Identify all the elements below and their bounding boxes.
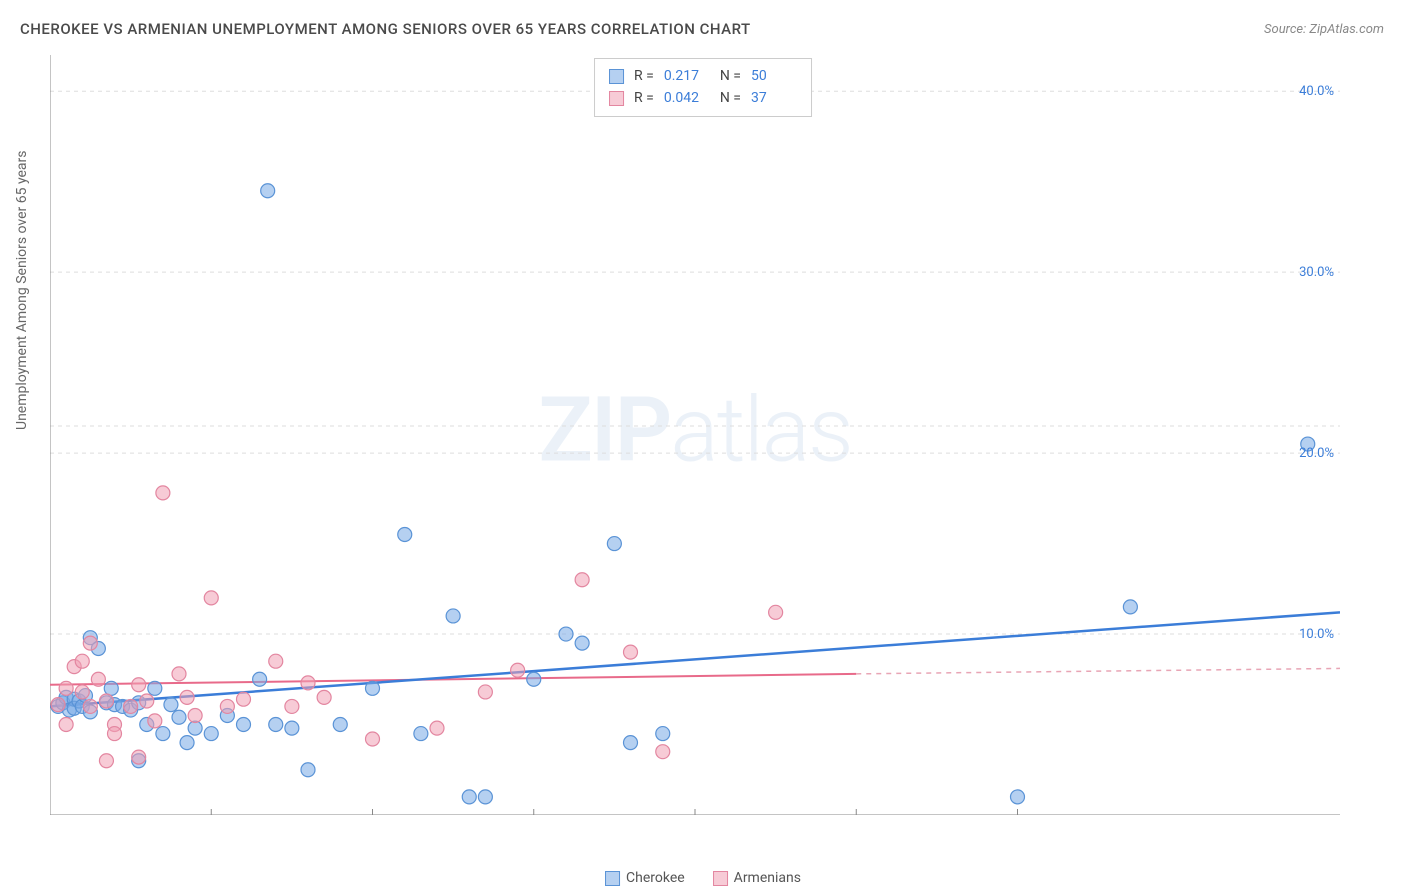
scatter-point-cherokee xyxy=(333,718,347,732)
scatter-point-armenians xyxy=(51,698,65,712)
trend-line-armenians xyxy=(50,674,856,685)
legend-label: Armenians xyxy=(734,870,801,886)
legend-label: Cherokee xyxy=(626,870,685,886)
scatter-point-cherokee xyxy=(188,721,202,735)
scatter-point-cherokee xyxy=(104,681,118,695)
scatter-point-cherokee xyxy=(1011,790,1025,804)
scatter-point-cherokee xyxy=(1123,600,1137,614)
scatter-point-armenians xyxy=(156,486,170,500)
scatter-point-armenians xyxy=(188,708,202,722)
source-attribution: Source: ZipAtlas.com xyxy=(1264,22,1384,37)
scatter-point-armenians xyxy=(769,605,783,619)
scatter-point-armenians xyxy=(75,685,89,699)
scatter-point-armenians xyxy=(59,681,73,695)
scatter-point-cherokee xyxy=(261,184,275,198)
scatter-point-armenians xyxy=(172,667,186,681)
scatter-point-cherokee xyxy=(164,698,178,712)
scatter-point-cherokee xyxy=(559,627,573,641)
scatter-point-cherokee xyxy=(462,790,476,804)
scatter-point-cherokee xyxy=(253,672,267,686)
scatter-point-cherokee xyxy=(527,672,541,686)
scatter-point-armenians xyxy=(285,699,299,713)
y-tick-label: 10.0% xyxy=(1299,627,1334,642)
scatter-point-cherokee xyxy=(398,528,412,542)
legend-swatch xyxy=(605,871,620,886)
legend-item: Cherokee xyxy=(605,870,685,886)
legend-item: Armenians xyxy=(713,870,801,886)
stats-n-label: N = xyxy=(720,65,741,87)
stats-r-label: R = xyxy=(634,87,654,109)
scatter-point-armenians xyxy=(430,721,444,735)
scatter-point-cherokee xyxy=(607,537,621,551)
scatter-point-armenians xyxy=(478,685,492,699)
y-tick-label: 40.0% xyxy=(1299,84,1334,99)
scatter-point-cherokee xyxy=(656,727,670,741)
stats-n-label: N = xyxy=(720,87,741,109)
trend-line-armenians-extrap xyxy=(856,668,1340,673)
scatter-point-cherokee xyxy=(156,727,170,741)
scatter-point-cherokee xyxy=(446,609,460,623)
scatter-point-armenians xyxy=(91,672,105,686)
stats-r-value: 0.042 xyxy=(664,87,710,109)
scatter-point-cherokee xyxy=(148,681,162,695)
stats-n-value: 37 xyxy=(751,87,797,109)
y-tick-label: 20.0% xyxy=(1299,446,1334,461)
chart-container: CHEROKEE VS ARMENIAN UNEMPLOYMENT AMONG … xyxy=(0,0,1406,892)
scatter-point-cherokee xyxy=(478,790,492,804)
scatter-point-cherokee xyxy=(269,718,283,732)
scatter-point-cherokee xyxy=(366,681,380,695)
scatter-point-cherokee xyxy=(204,727,218,741)
y-tick-label: 30.0% xyxy=(1299,265,1334,280)
y-axis-label: Unemployment Among Seniors over 65 years xyxy=(14,151,30,431)
scatter-point-cherokee xyxy=(414,727,428,741)
stats-row: R = 0.217 N = 50 xyxy=(609,65,797,87)
scatter-point-cherokee xyxy=(575,636,589,650)
stats-swatch xyxy=(609,91,624,106)
plot-area: ZIPatlas 10.0%20.0%30.0%40.0%0.0%80.0% xyxy=(50,55,1340,815)
scatter-point-cherokee xyxy=(172,710,186,724)
scatter-point-armenians xyxy=(132,750,146,764)
scatter-point-armenians xyxy=(204,591,218,605)
scatter-point-cherokee xyxy=(180,736,194,750)
scatter-point-armenians xyxy=(301,676,315,690)
scatter-point-armenians xyxy=(132,678,146,692)
scatter-point-cherokee xyxy=(301,763,315,777)
scatter-point-armenians xyxy=(511,663,525,677)
stats-box: R = 0.217 N = 50 R = 0.042 N = 37 xyxy=(594,58,812,117)
scatter-point-armenians xyxy=(124,699,138,713)
stats-n-value: 50 xyxy=(751,65,797,87)
scatter-point-armenians xyxy=(99,754,113,768)
scatter-point-armenians xyxy=(575,573,589,587)
scatter-point-armenians xyxy=(83,636,97,650)
scatter-point-armenians xyxy=(220,699,234,713)
scatter-point-armenians xyxy=(656,745,670,759)
chart-title: CHEROKEE VS ARMENIAN UNEMPLOYMENT AMONG … xyxy=(20,20,751,38)
stats-r-label: R = xyxy=(634,65,654,87)
scatter-point-armenians xyxy=(366,732,380,746)
scatter-point-cherokee xyxy=(237,718,251,732)
stats-r-value: 0.217 xyxy=(664,65,710,87)
scatter-point-armenians xyxy=(140,694,154,708)
scatter-point-armenians xyxy=(75,654,89,668)
scatter-point-armenians xyxy=(180,690,194,704)
scatter-point-cherokee xyxy=(624,736,638,750)
scatter-point-cherokee xyxy=(285,721,299,735)
scatter-point-armenians xyxy=(237,692,251,706)
chart-svg: 10.0%20.0%30.0%40.0%0.0%80.0% xyxy=(50,55,1340,815)
legend-swatch xyxy=(713,871,728,886)
scatter-point-armenians xyxy=(148,714,162,728)
legend-bottom: Cherokee Armenians xyxy=(605,870,801,886)
scatter-point-armenians xyxy=(624,645,638,659)
scatter-point-armenians xyxy=(317,690,331,704)
scatter-point-armenians xyxy=(269,654,283,668)
stats-swatch xyxy=(609,69,624,84)
stats-row: R = 0.042 N = 37 xyxy=(609,87,797,109)
scatter-point-armenians xyxy=(83,699,97,713)
scatter-point-armenians xyxy=(108,727,122,741)
scatter-point-armenians xyxy=(99,694,113,708)
scatter-point-armenians xyxy=(59,718,73,732)
